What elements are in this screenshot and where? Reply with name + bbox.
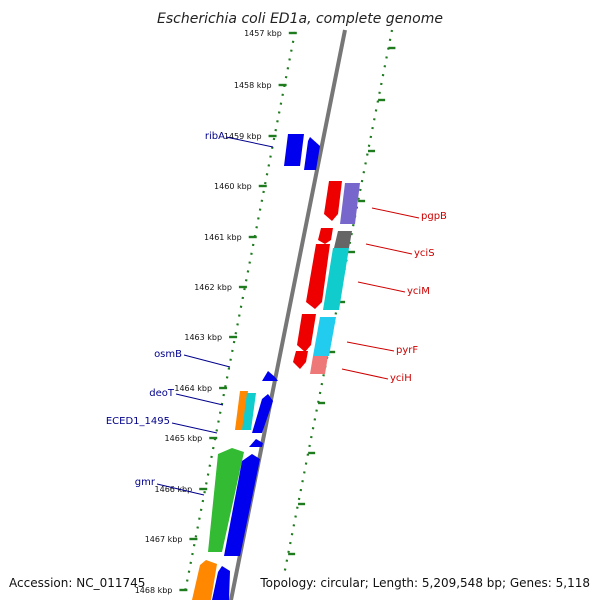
gene-label-yciS[interactable]: yciS: [414, 248, 435, 259]
tick-label: 1461 kbp: [204, 233, 242, 242]
gene-label-leader: [156, 483, 205, 496]
genome-summary-text: Topology: circular; Length: 5,209,548 bp…: [259, 576, 590, 590]
gene-label-leader: [225, 136, 274, 148]
gene-11[interactable]: [310, 356, 328, 374]
gene-yciH[interactable]: [293, 351, 308, 369]
accession-text: Accession: NC_011745: [9, 576, 145, 590]
tick-label: 1462 kbp: [194, 283, 232, 292]
gene-1[interactable]: [304, 137, 320, 170]
gene-label-leader: [371, 207, 420, 219]
genes-layer[interactable]: [192, 134, 360, 600]
gene-label-leader: [346, 341, 395, 352]
gene-label-osmB[interactable]: osmB: [154, 349, 182, 360]
gene-pyrF[interactable]: [297, 314, 316, 352]
tick-label: 1460 kbp: [214, 182, 252, 191]
gene-label-yciM[interactable]: yciM: [407, 286, 430, 297]
gene-14[interactable]: [242, 393, 256, 430]
gene-label-yciH[interactable]: yciH: [390, 373, 412, 384]
tick-layer: 1457 kbp 1458 kbp 1459 kbp 1460 kbp 1461 kbp…: [135, 29, 396, 595]
gene-label-leader: [171, 422, 218, 434]
gene-19[interactable]: [192, 560, 217, 600]
tick-label: 1465 kbp: [165, 434, 203, 443]
gene-label-leader: [341, 368, 389, 380]
gene-3[interactable]: [340, 183, 360, 224]
gene-label-ribA[interactable]: ribA: [205, 131, 225, 142]
gene-9[interactable]: [313, 317, 336, 356]
tick-label: 1464 kbp: [174, 384, 212, 393]
gene-yciS[interactable]: [318, 228, 333, 244]
gene-gmr[interactable]: [208, 448, 244, 552]
gene-yciM[interactable]: [306, 244, 330, 309]
gene-ribA[interactable]: [284, 134, 304, 166]
gene-label-leader: [365, 243, 413, 255]
tick-label: 1463 kbp: [184, 333, 222, 342]
gene-20[interactable]: [212, 566, 230, 600]
gene-5[interactable]: [334, 231, 352, 248]
gene-label-leader: [357, 281, 406, 293]
gene-label-ECED1_1495[interactable]: ECED1_1495: [106, 416, 170, 427]
gene-label-leader: [183, 354, 231, 368]
tick-label: 1468 kbp: [135, 586, 173, 595]
tick-label: 1466 kbp: [155, 485, 193, 494]
gene-label-deoT[interactable]: deoT: [149, 388, 175, 399]
tick-label: 1467 kbp: [145, 535, 183, 544]
gene-osmB[interactable]: [262, 371, 278, 381]
gene-deoT[interactable]: [235, 391, 248, 430]
labels-layer: ribA pgpB yciS yciM pyrF yciH osmB deoT ECED1_14…: [106, 131, 447, 496]
tick-label: 1458 kbp: [234, 81, 272, 90]
gene-label-leader: [175, 393, 224, 406]
gene-ECED1_1495[interactable]: [249, 439, 263, 447]
map-title: Escherichia coli ED1a, complete genome: [157, 11, 443, 27]
tick-label: 1457 kbp: [244, 29, 282, 38]
gene-label-gmr[interactable]: gmr: [135, 477, 156, 488]
gene-pgpB[interactable]: [324, 181, 342, 221]
gene-label-pgpB[interactable]: pgpB: [421, 211, 447, 222]
gene-7[interactable]: [323, 248, 349, 310]
gene-18[interactable]: [224, 454, 260, 556]
tick-label: 1459 kbp: [224, 132, 262, 141]
gene-15[interactable]: [252, 394, 273, 433]
gene-label-pyrF[interactable]: pyrF: [396, 345, 418, 356]
